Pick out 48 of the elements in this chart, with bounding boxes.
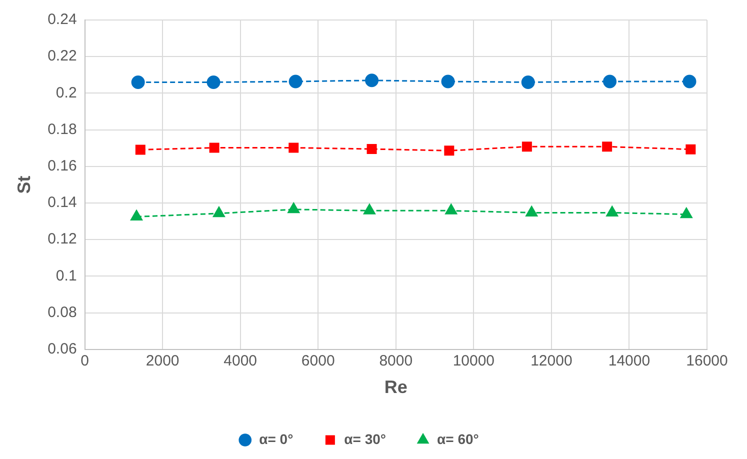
point xyxy=(288,202,300,214)
point xyxy=(444,146,454,156)
point xyxy=(521,75,535,89)
legend-label: α= 60° xyxy=(437,430,479,447)
point xyxy=(209,142,220,153)
point xyxy=(445,204,458,214)
point xyxy=(522,142,532,152)
point xyxy=(441,74,455,88)
point xyxy=(606,206,618,216)
x-tick-label: 10000 xyxy=(452,352,495,370)
y-tick-label: 0.18 xyxy=(48,120,77,138)
point xyxy=(686,144,696,154)
legend-label: α= 0° xyxy=(259,430,294,447)
legend-label: α= 30° xyxy=(344,430,386,447)
point xyxy=(680,208,692,218)
point xyxy=(288,142,299,153)
point xyxy=(131,75,145,89)
y-tick-label: 0.2 xyxy=(56,84,77,102)
x-tick-label: 4000 xyxy=(224,352,258,370)
y-tick-label: 0.24 xyxy=(48,11,77,28)
x-tick-label: 14000 xyxy=(608,352,650,370)
point xyxy=(288,74,302,88)
point xyxy=(206,75,220,89)
point xyxy=(603,74,617,88)
x-tick-label: 8000 xyxy=(379,352,413,370)
point xyxy=(366,144,377,154)
y-axis-title: St xyxy=(14,176,34,194)
point xyxy=(130,210,142,220)
x-tick-label: 16000 xyxy=(686,352,728,370)
y-tick-label: 0.16 xyxy=(48,158,77,175)
y-tick-label: 0.08 xyxy=(48,304,77,321)
point xyxy=(135,144,146,155)
point xyxy=(602,142,612,152)
y-tick-label: 0.22 xyxy=(48,48,77,65)
point xyxy=(526,206,538,216)
point xyxy=(682,74,696,88)
y-tick-label: 0.1 xyxy=(56,267,77,284)
y-tick-label: 0.14 xyxy=(48,194,77,212)
point xyxy=(213,206,225,218)
x-tick-label: 2000 xyxy=(146,352,180,370)
x-axis-title: Re xyxy=(384,377,408,398)
x-tick-label: 12000 xyxy=(530,352,572,370)
point xyxy=(365,74,379,88)
y-tick-label: 0.12 xyxy=(48,230,77,248)
x-tick-label: 0 xyxy=(80,352,89,370)
x-tick-label: 6000 xyxy=(301,352,335,370)
point xyxy=(364,204,376,214)
y-tick-label: 0.06 xyxy=(48,340,77,358)
